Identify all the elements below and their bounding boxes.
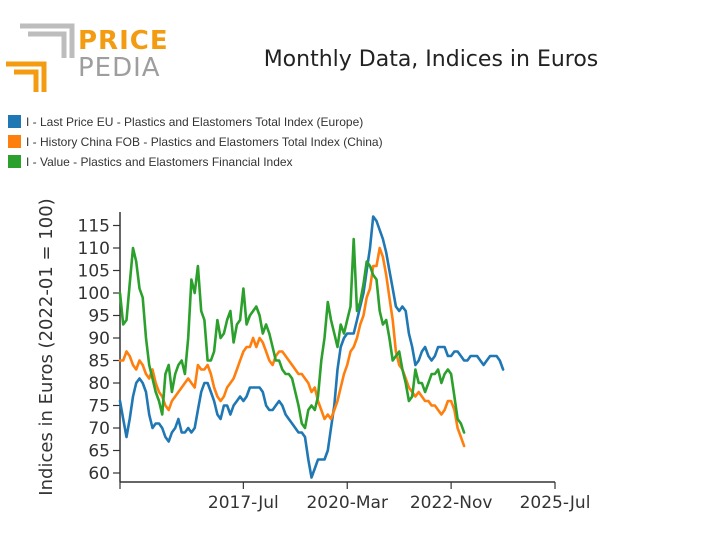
logo-mark-gray-inner — [28, 31, 67, 58]
y-tick-label: 105 — [78, 262, 110, 282]
x-tick-label: 2022-Nov — [410, 493, 493, 513]
legend-label[interactable]: I - Value - Plastics and Elastomers Fina… — [26, 155, 293, 169]
series-line-1[interactable] — [118, 215, 505, 479]
y-tick-label: 65 — [88, 442, 110, 462]
x-tick-label: 2020-Mar — [306, 493, 387, 513]
y-tick-label: 110 — [78, 239, 110, 259]
logo-mark-orange-inner — [14, 69, 39, 92]
logo-word-price: PRICE — [78, 26, 169, 56]
y-tick-label: 75 — [88, 397, 110, 417]
legend: I - Last Price EU - Plastics and Elastom… — [8, 115, 383, 169]
x-tick-label: 2025-Jul — [520, 493, 591, 513]
x-tick-label: 2017-Jul — [208, 493, 279, 513]
logo-mark-gray — [20, 23, 75, 58]
y-tick-label: 95 — [88, 307, 110, 327]
y-tick-label: 85 — [88, 352, 110, 372]
chart-title: Monthly Data, Indices in Euros — [264, 47, 599, 72]
logo-mark-orange — [6, 61, 47, 92]
y-tick-label: 100 — [78, 284, 110, 304]
legend-swatch[interactable] — [8, 115, 21, 128]
series-layer — [118, 215, 505, 479]
legend-swatch[interactable] — [8, 135, 21, 148]
y-tick-label: 115 — [78, 217, 110, 237]
pricepedia-logo: PRICE PEDIA — [6, 23, 169, 92]
y-tick-label: 70 — [88, 419, 110, 439]
y-tick-label: 80 — [88, 374, 110, 394]
series-line-2[interactable] — [118, 246, 466, 448]
y-tick-label: 90 — [88, 329, 110, 349]
legend-swatch[interactable] — [8, 155, 21, 168]
y-axis-label: Indices in Euros (2022-01 = 100) — [36, 198, 57, 495]
legend-label[interactable]: I - History China FOB - Plastics and Ela… — [26, 135, 383, 149]
series-line-3[interactable] — [118, 237, 466, 434]
y-tick-label: 60 — [88, 464, 110, 484]
logo-word-pedia: PEDIA — [78, 53, 161, 83]
legend-label[interactable]: I - Last Price EU - Plastics and Elastom… — [26, 115, 363, 129]
